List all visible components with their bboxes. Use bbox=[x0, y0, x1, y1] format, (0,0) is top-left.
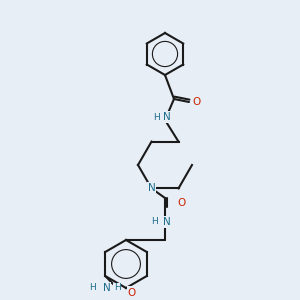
Text: H: H bbox=[90, 284, 96, 292]
Text: H: H bbox=[151, 218, 158, 226]
Text: N: N bbox=[103, 283, 110, 293]
Text: O: O bbox=[177, 197, 186, 208]
Text: N: N bbox=[163, 112, 170, 122]
Text: N: N bbox=[148, 183, 155, 194]
Text: O: O bbox=[128, 287, 136, 298]
Text: O: O bbox=[192, 97, 201, 107]
Text: H: H bbox=[114, 284, 120, 292]
Text: N: N bbox=[163, 217, 170, 227]
Text: H: H bbox=[153, 112, 159, 122]
